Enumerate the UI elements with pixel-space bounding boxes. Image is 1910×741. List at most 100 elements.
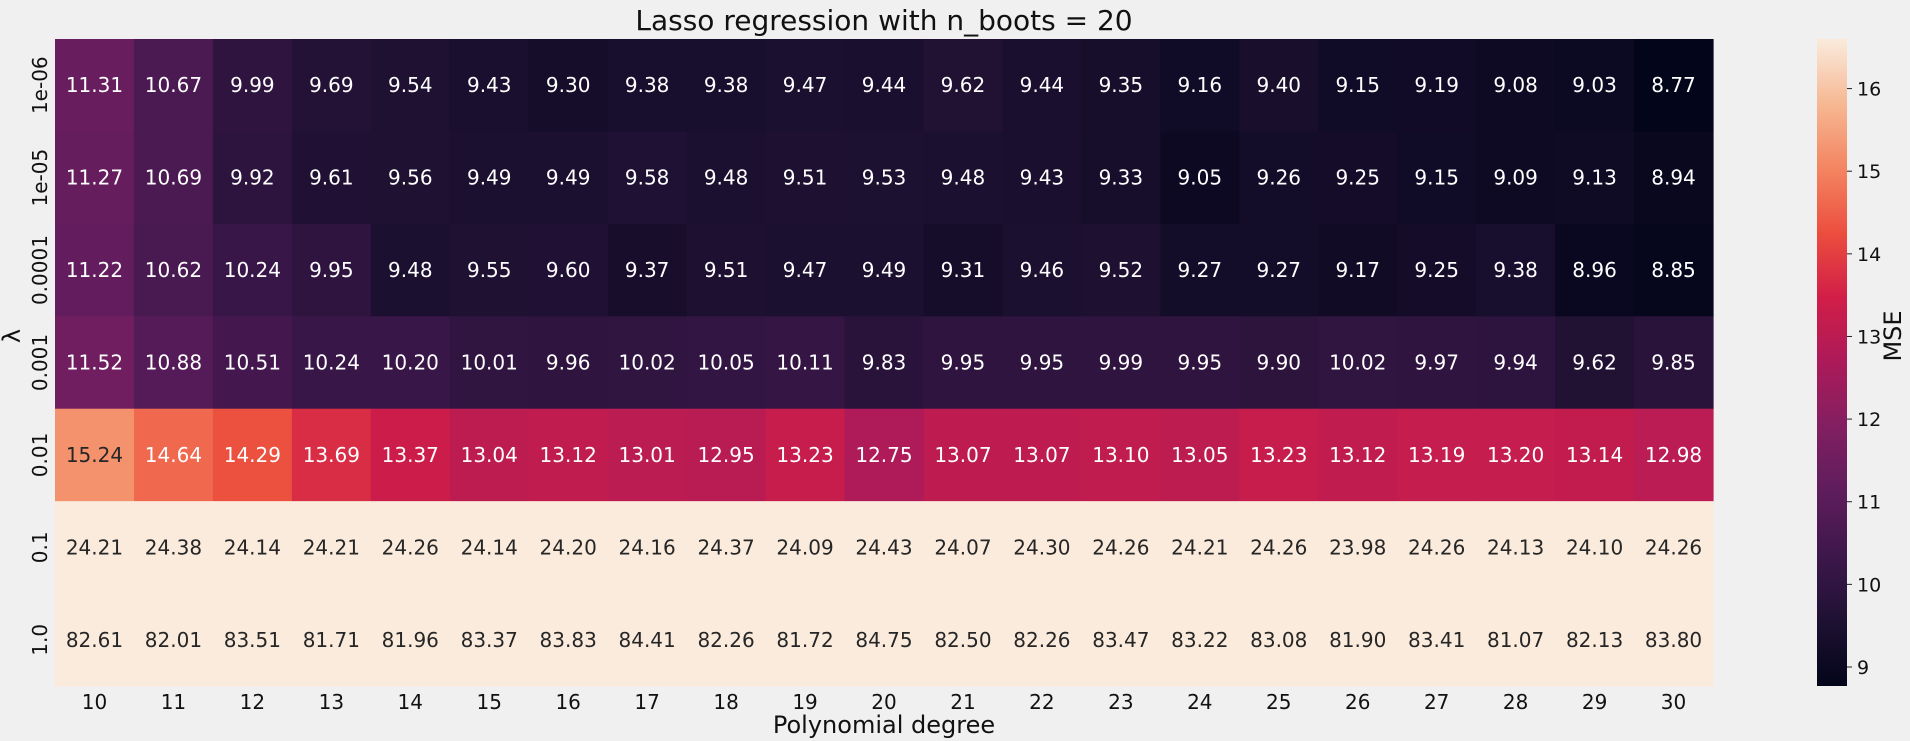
heatmap-cell <box>55 408 135 502</box>
cell-value-label: 12.98 <box>1645 443 1702 467</box>
cell-value-label: 8.94 <box>1651 166 1696 190</box>
cell-value-label: 8.85 <box>1651 258 1696 282</box>
heatmap-cell <box>607 593 688 687</box>
cell-value-label: 24.26 <box>1645 535 1702 559</box>
heatmap-cell <box>607 316 688 410</box>
cell-value-label: 9.27 <box>1178 258 1223 282</box>
heatmap-cell <box>291 501 372 595</box>
heatmap-cell <box>1634 39 1714 133</box>
cell-value-label: 9.37 <box>625 258 670 282</box>
heatmap-cell <box>1002 316 1082 410</box>
heatmap-cell <box>212 593 293 687</box>
colorbar-tick-label: 15 <box>1857 161 1881 183</box>
cell-value-label: 13.37 <box>382 443 439 467</box>
heatmap-cell <box>1634 316 1714 410</box>
cell-value-label: 9.62 <box>941 73 986 97</box>
heatmap-cell <box>370 408 451 502</box>
cell-value-label: 83.80 <box>1645 628 1702 652</box>
heatmap-cell <box>1081 131 1161 225</box>
cell-value-label: 24.10 <box>1566 535 1623 559</box>
x-tick-label: 20 <box>871 690 896 714</box>
heatmap-cell <box>1160 408 1240 502</box>
cell-value-label: 10.88 <box>145 351 202 375</box>
heatmap-cell <box>686 223 767 317</box>
cell-value-label: 83.51 <box>224 628 281 652</box>
cell-value-label: 24.26 <box>1250 535 1307 559</box>
heatmap-cell <box>449 316 530 410</box>
cell-value-label: 24.20 <box>540 535 597 559</box>
heatmap-cell <box>1634 408 1714 502</box>
cell-value-label: 13.23 <box>776 443 833 467</box>
x-tick-label: 12 <box>240 690 265 714</box>
colorbar-tick-label: 16 <box>1857 79 1881 101</box>
heatmap-cell <box>1318 593 1398 687</box>
x-tick-label: 13 <box>319 690 344 714</box>
cell-value-label: 81.71 <box>303 628 360 652</box>
x-tick-label: 23 <box>1108 690 1133 714</box>
cell-value-label: 11.31 <box>66 73 123 97</box>
heatmap-cell <box>1555 501 1635 595</box>
cell-value-label: 24.14 <box>224 535 281 559</box>
heatmap-cell <box>1081 501 1161 595</box>
x-tick-label: 14 <box>398 690 423 714</box>
cell-value-label: 14.29 <box>224 443 281 467</box>
cell-value-label: 9.95 <box>941 351 986 375</box>
heatmap-cell <box>212 316 293 410</box>
cell-value-label: 10.05 <box>697 351 754 375</box>
heatmap-cell <box>1555 408 1635 502</box>
heatmap-cell <box>1002 408 1082 502</box>
cell-value-label: 24.43 <box>855 535 912 559</box>
heatmap-cell <box>1002 39 1082 133</box>
cell-value-label: 83.83 <box>540 628 597 652</box>
heatmap-cell <box>55 501 135 595</box>
heatmap-cell <box>1239 408 1319 502</box>
cell-value-label: 23.98 <box>1329 535 1386 559</box>
cell-value-label: 9.92 <box>230 166 275 190</box>
heatmap-cell <box>686 39 767 133</box>
x-tick-label: 22 <box>1029 690 1054 714</box>
cell-value-label: 9.40 <box>1256 73 1301 97</box>
heatmap-cell <box>1634 593 1714 687</box>
y-tick-label: 1e-06 <box>28 56 52 114</box>
cell-value-label: 9.38 <box>1493 258 1538 282</box>
heatmap-cell <box>923 131 1004 225</box>
cell-value-label: 9.83 <box>862 351 907 375</box>
cell-value-label: 9.62 <box>1572 351 1617 375</box>
heatmap-cell <box>449 131 530 225</box>
heatmap-cell <box>1476 501 1556 595</box>
cell-value-label: 24.26 <box>1092 535 1149 559</box>
cell-value-label: 9.95 <box>309 258 354 282</box>
cell-value-label: 9.43 <box>1020 166 1065 190</box>
heatmap-cell <box>291 131 372 225</box>
heatmap-cell <box>686 131 767 225</box>
heatmap-cell <box>133 223 214 317</box>
heatmap-cell <box>1239 501 1319 595</box>
cell-value-label: 9.96 <box>546 351 591 375</box>
y-axis-ticks: 1e-06 1e-05 0.0001 0.001 0.01 0.1 1.0 <box>28 56 52 655</box>
cell-value-label: 9.56 <box>388 166 433 190</box>
cell-value-label: 11.27 <box>66 166 123 190</box>
cell-value-label: 9.25 <box>1335 166 1380 190</box>
heatmap-cell <box>1318 316 1398 410</box>
cell-value-label: 9.61 <box>309 166 354 190</box>
heatmap-cell <box>55 223 135 317</box>
heatmap-cell <box>607 39 688 133</box>
cell-value-label: 11.22 <box>66 258 123 282</box>
heatmap-cell <box>1555 223 1635 317</box>
x-tick-label: 21 <box>950 690 975 714</box>
heatmap-cell <box>765 39 846 133</box>
cell-value-label: 15.24 <box>66 443 123 467</box>
heatmap-cell <box>1476 408 1556 502</box>
cell-value-label: 8.96 <box>1572 258 1617 282</box>
cell-value-label: 13.01 <box>619 443 676 467</box>
heatmap-cell <box>370 593 451 687</box>
y-tick-label: 0.0001 <box>28 235 52 305</box>
cell-value-label: 9.49 <box>467 166 512 190</box>
heatmap-cell <box>133 408 214 502</box>
cell-value-label: 10.01 <box>461 351 518 375</box>
heatmap-cell <box>449 593 530 687</box>
x-axis-label: Polynomial degree <box>773 711 995 739</box>
cell-value-label: 9.69 <box>309 73 354 97</box>
heatmap-cell <box>1081 39 1161 133</box>
cell-value-label: 9.33 <box>1099 166 1144 190</box>
